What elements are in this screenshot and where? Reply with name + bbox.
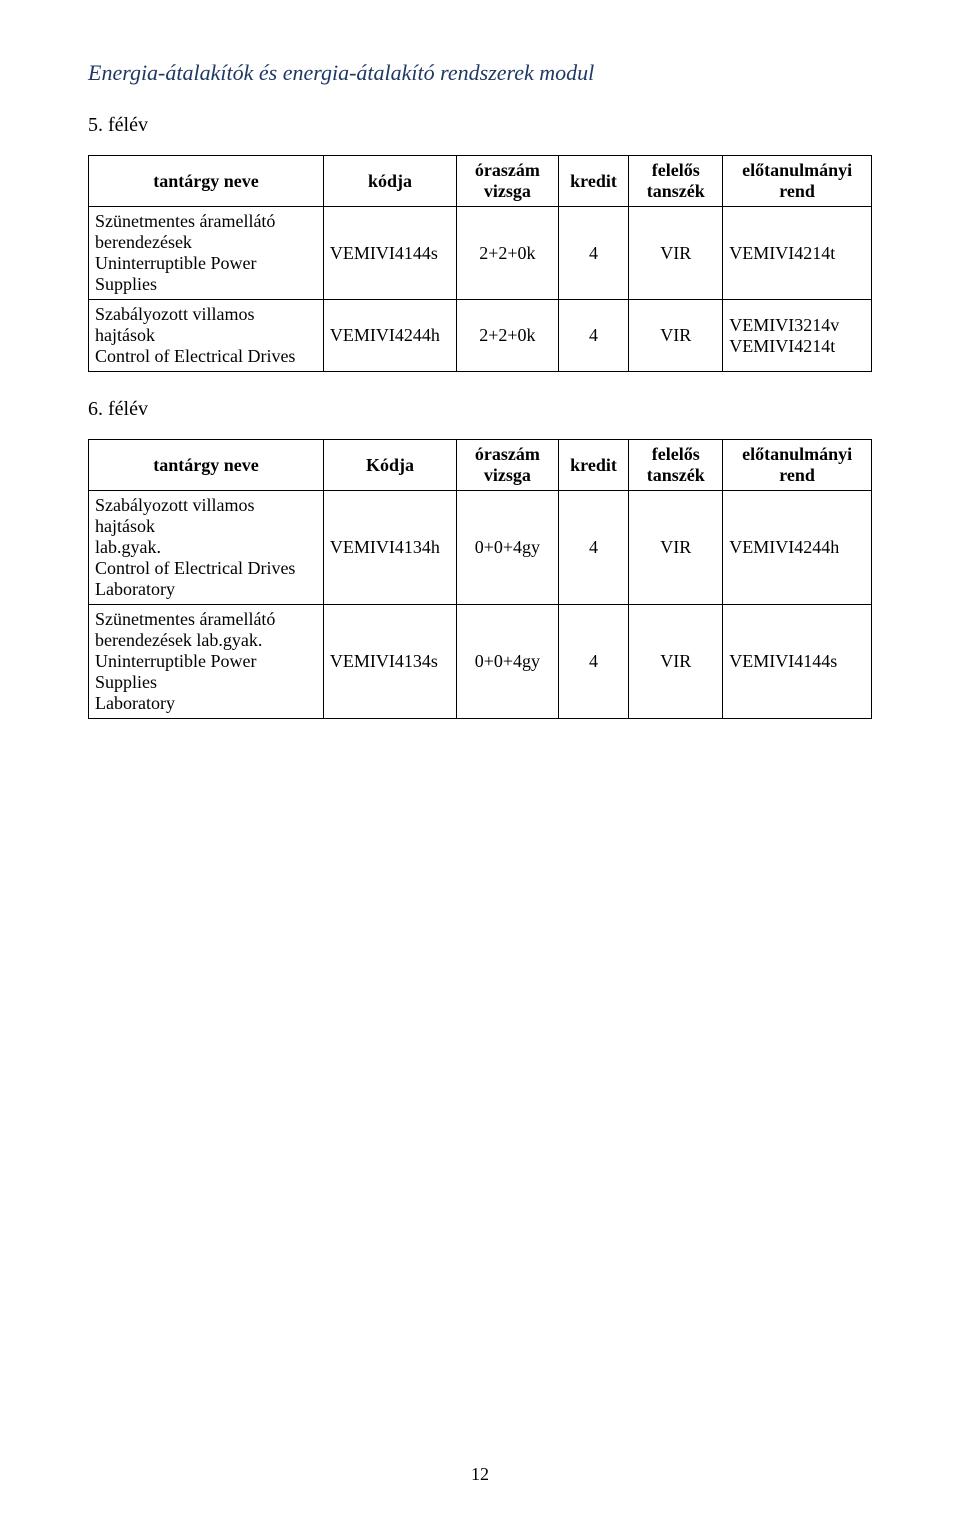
cell-code: VEMIVI4134s <box>323 605 456 719</box>
col-credit-header: kredit <box>558 440 628 491</box>
cell-credit: 4 <box>558 491 628 605</box>
name-line: Uninterruptible Power Supplies <box>95 651 256 692</box>
prereq-line: VEMIVI4144s <box>729 651 837 671</box>
col-name-header: tantárgy neve <box>89 156 324 207</box>
cell-code: VEMIVI4144s <box>323 207 456 300</box>
col-prereq-header: előtanulmányi rend <box>723 156 872 207</box>
prereq-line: VEMIVI3214v <box>729 315 839 335</box>
name-line: Szünetmentes áramellátó <box>95 609 275 629</box>
cell-hours: 2+2+0k <box>457 300 559 372</box>
cell-name: Szabályozott villamos hajtások lab.gyak.… <box>89 491 324 605</box>
name-line: hajtások <box>95 325 155 345</box>
cell-credit: 4 <box>558 605 628 719</box>
name-line: Laboratory <box>95 579 175 599</box>
col-name-header: tantárgy neve <box>89 440 324 491</box>
cell-prereq: VEMIVI4144s <box>723 605 872 719</box>
col-prereq-header: előtanulmányi rend <box>723 440 872 491</box>
table-row: Szabályozott villamos hajtások Control o… <box>89 300 872 372</box>
cell-dept: VIR <box>629 491 723 605</box>
col-code-header: Kódja <box>323 440 456 491</box>
cell-dept: VIR <box>629 605 723 719</box>
cell-hours: 2+2+0k <box>457 207 559 300</box>
cell-dept: VIR <box>629 207 723 300</box>
col-code-header: kódja <box>323 156 456 207</box>
cell-credit: 4 <box>558 300 628 372</box>
table-row: Szabályozott villamos hajtások lab.gyak.… <box>89 491 872 605</box>
name-line: Uninterruptible Power <box>95 253 256 273</box>
name-line: Szünetmentes áramellátó <box>95 211 275 231</box>
cell-prereq: VEMIVI3214v VEMIVI4214t <box>723 300 872 372</box>
col-hours-header: óraszám vizsga <box>457 156 559 207</box>
col-hours-header: óraszám vizsga <box>457 440 559 491</box>
cell-name: Szabályozott villamos hajtások Control o… <box>89 300 324 372</box>
name-line: Szabályozott villamos <box>95 304 254 324</box>
table-row: Szünetmentes áramellátó berendezések Uni… <box>89 207 872 300</box>
cell-hours: 0+0+4gy <box>457 491 559 605</box>
col-prereq-header-text: előtanulmányi rend <box>742 444 852 485</box>
cell-code: VEMIVI4244h <box>323 300 456 372</box>
name-line: berendezések lab.gyak. <box>95 630 262 650</box>
semester-5-table: tantárgy neve kódja óraszám vizsga kredi… <box>88 155 872 372</box>
semester-6-label: 6. félév <box>88 398 872 421</box>
table-header-row: tantárgy neve Kódja óraszám vizsga kredi… <box>89 440 872 491</box>
cell-code: VEMIVI4134h <box>323 491 456 605</box>
cell-prereq: VEMIVI4214t <box>723 207 872 300</box>
name-line: Supplies <box>95 274 157 294</box>
name-line: Control of Electrical Drives <box>95 346 295 366</box>
page: Energia-átalakítók és energia-átalakító … <box>0 0 960 1515</box>
table-row: Szünetmentes áramellátó berendezések lab… <box>89 605 872 719</box>
col-dept-header-text: felelős tanszék <box>647 160 705 201</box>
prereq-line: VEMIVI4244h <box>729 537 839 557</box>
col-hours-header-text: óraszám vizsga <box>475 160 540 201</box>
prereq-line: VEMIVI4214t <box>729 243 835 263</box>
page-title: Energia-átalakítók és energia-átalakító … <box>88 60 872 86</box>
name-line: lab.gyak. <box>95 537 161 557</box>
prereq-line: VEMIVI4214t <box>729 336 835 356</box>
name-line: Laboratory <box>95 693 175 713</box>
semester-6-table: tantárgy neve Kódja óraszám vizsga kredi… <box>88 439 872 719</box>
col-prereq-header-text: előtanulmányi rend <box>742 160 852 201</box>
col-dept-header: felelős tanszék <box>629 440 723 491</box>
page-number: 12 <box>0 1464 960 1485</box>
cell-credit: 4 <box>558 207 628 300</box>
cell-name: Szünetmentes áramellátó berendezések lab… <box>89 605 324 719</box>
semester-5-label: 5. félév <box>88 114 872 137</box>
name-line: berendezések <box>95 232 192 252</box>
cell-prereq: VEMIVI4244h <box>723 491 872 605</box>
col-dept-header-text: felelős tanszék <box>647 444 705 485</box>
name-line: Control of Electrical Drives <box>95 558 295 578</box>
cell-name: Szünetmentes áramellátó berendezések Uni… <box>89 207 324 300</box>
col-credit-header: kredit <box>558 156 628 207</box>
col-hours-header-text: óraszám vizsga <box>475 444 540 485</box>
col-dept-header: felelős tanszék <box>629 156 723 207</box>
cell-hours: 0+0+4gy <box>457 605 559 719</box>
cell-dept: VIR <box>629 300 723 372</box>
table-header-row: tantárgy neve kódja óraszám vizsga kredi… <box>89 156 872 207</box>
name-line: Szabályozott villamos hajtások <box>95 495 254 536</box>
